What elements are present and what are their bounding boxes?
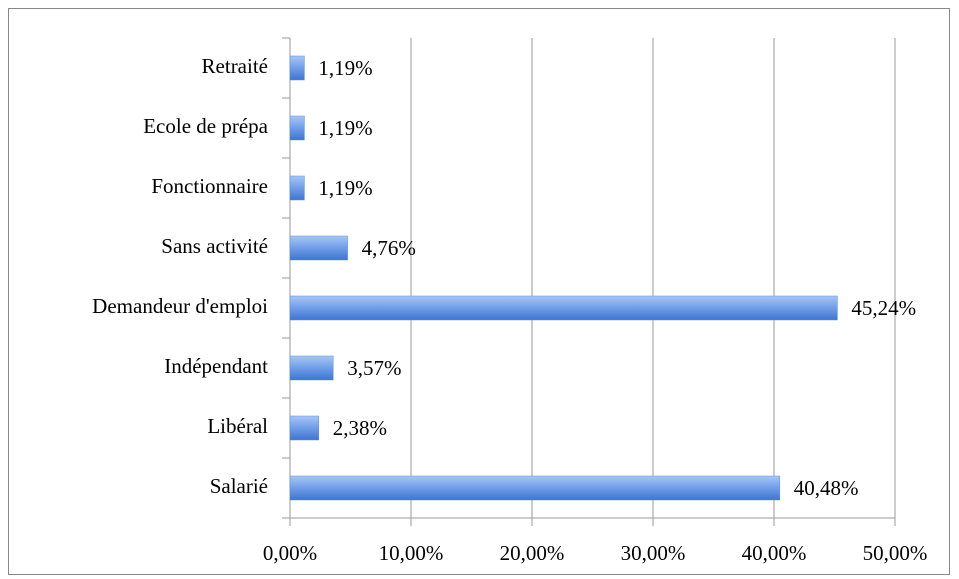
bar	[289, 475, 781, 501]
bar	[289, 55, 305, 81]
y-tick-label: Demandeur d'emploi	[92, 294, 268, 318]
value-label: 40,48%	[794, 476, 859, 500]
bar	[289, 355, 334, 381]
x-tick-label: 10,00%	[379, 541, 444, 565]
value-label: 45,24%	[851, 296, 916, 320]
x-tick-label: 40,00%	[742, 541, 807, 565]
y-tick-label: Fonctionnaire	[151, 174, 268, 198]
bar	[289, 115, 305, 141]
x-tick-label: 30,00%	[621, 541, 686, 565]
value-label: 2,38%	[333, 416, 387, 440]
x-tick-label: 50,00%	[863, 541, 928, 565]
x-tick-label: 0,00%	[263, 541, 317, 565]
value-label: 1,19%	[318, 116, 372, 140]
y-tick-label: Sans activité	[161, 234, 268, 258]
bar	[289, 295, 838, 321]
y-tick-label: Ecole de prépa	[143, 114, 268, 138]
value-label: 1,19%	[318, 56, 372, 80]
bar	[289, 175, 305, 201]
y-tick-label: Indépendant	[164, 354, 268, 378]
value-label: 3,57%	[347, 356, 401, 380]
y-tick-label: Retraité	[202, 54, 268, 78]
bar	[289, 415, 320, 441]
y-tick-label: Libéral	[207, 414, 268, 438]
value-label: 4,76%	[362, 236, 416, 260]
value-label: 1,19%	[318, 176, 372, 200]
y-tick-label: Salarié	[210, 474, 268, 498]
bar	[289, 235, 348, 261]
x-tick-label: 20,00%	[500, 541, 565, 565]
